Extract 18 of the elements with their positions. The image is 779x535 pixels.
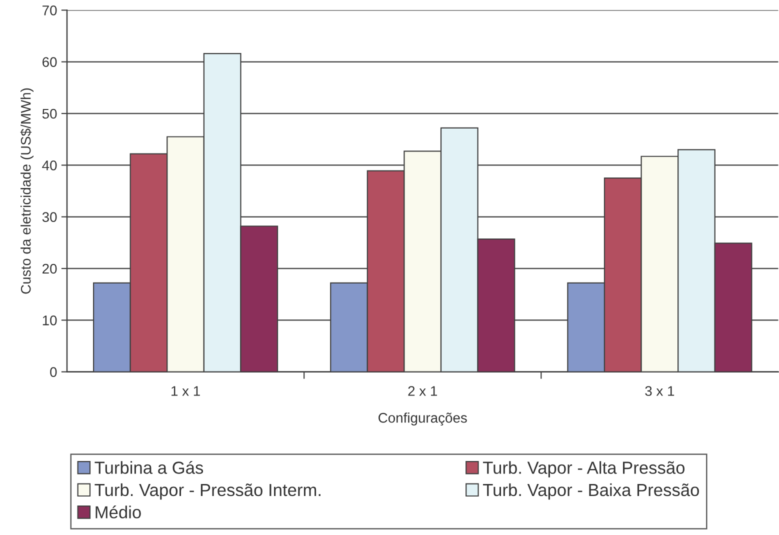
y-tick-label: 70 — [42, 6, 57, 16]
legend-label: Médio — [96, 505, 141, 518]
y-tick-label: 50 — [42, 108, 57, 119]
x-tick-label: 1 x 1 — [172, 386, 200, 396]
legend-label: Turbina a Gás — [94, 460, 204, 474]
y-axis-title: Custo da eletricidade (US$/MWh) — [20, 88, 34, 294]
y-tick-label: 30 — [42, 212, 57, 222]
y-tick-label: 20 — [42, 264, 57, 274]
x-tick-label: 2 x 1 — [408, 386, 437, 396]
y-tick-label: 60 — [42, 57, 57, 67]
y-tick-label: 40 — [42, 160, 57, 170]
x-axis-title: Configurações — [378, 412, 467, 426]
x-tick-label: 3 x 1 — [645, 386, 674, 396]
y-tick-label: 0 — [50, 367, 57, 377]
y-tick-label: 10 — [42, 315, 57, 326]
legend-label: Turb. Vapor - Pressão Interm. — [94, 483, 320, 500]
legend-label: Turb. Vapor - Alta Pressão — [482, 461, 685, 478]
legend-label: Turb. Vapor - Baixa Pressão — [482, 483, 699, 500]
